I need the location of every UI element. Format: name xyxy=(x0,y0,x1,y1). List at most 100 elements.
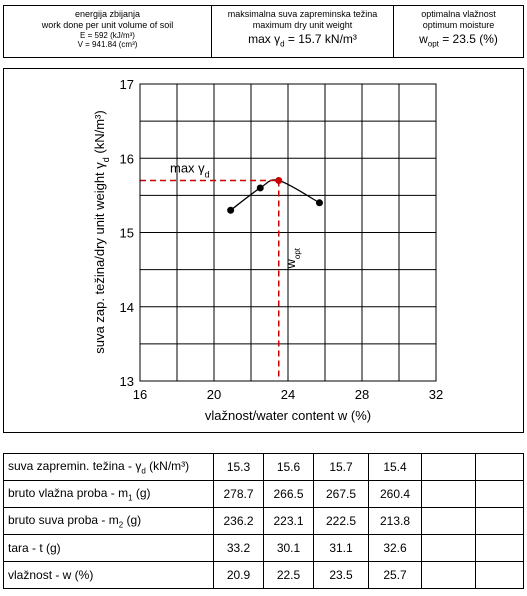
cell: 223.1 xyxy=(263,507,314,535)
text: work done per unit volume of soil xyxy=(41,20,174,30)
text: d xyxy=(205,170,210,180)
point xyxy=(275,177,283,185)
cell: 266.5 xyxy=(263,480,314,508)
text: d xyxy=(280,39,285,49)
plot-frame xyxy=(139,83,437,382)
empty-cell xyxy=(421,453,476,481)
text: (g) xyxy=(123,512,142,527)
cell: 31.1 xyxy=(313,534,369,562)
cell: 236.2 xyxy=(213,507,264,535)
text: (g) xyxy=(132,485,151,500)
text: suva zap. težina/dry unit weight γ xyxy=(92,162,107,354)
x-axis-label: vlažnost/water content w (%) xyxy=(205,408,371,423)
text: = 15.7 kN/m³ xyxy=(284,32,357,46)
text: E = 592 (kJ/m³) xyxy=(80,31,135,40)
cell: 260.4 xyxy=(368,480,422,508)
text: d xyxy=(101,157,111,162)
cell: 222.5 xyxy=(313,507,369,535)
annotation: max γd xyxy=(170,161,210,180)
empty-cell xyxy=(475,507,524,535)
x-tick-label: 16 xyxy=(133,387,147,402)
empty-cell xyxy=(421,507,476,535)
text: energija zbijanja xyxy=(74,9,141,19)
data-table: suva zapremin. težina - γd (kN/m³) 15.3 15… xyxy=(3,453,524,589)
point xyxy=(256,184,264,192)
empty-cell xyxy=(475,453,524,481)
table-row: bruto suva proba - m2 (g) 236.2 223.1 222.5… xyxy=(3,507,524,535)
cell: 32.6 xyxy=(368,534,422,562)
x-tick-label: 24 xyxy=(281,387,295,402)
table-row: bruto vlažna proba - m1 (g) 278.7 266.5 267… xyxy=(3,480,524,508)
x-tick-label: 20 xyxy=(207,387,221,402)
text: maximum dry unit weight xyxy=(252,20,353,30)
text: w xyxy=(419,32,428,46)
cell: 22.5 xyxy=(263,561,314,589)
table-row: tara - t (g) 33.2 30.1 31.1 32.6 xyxy=(3,534,524,562)
text: vlažnost - w (%) xyxy=(8,568,94,582)
empty-cell xyxy=(475,480,524,508)
text: suva zapremin. težina - γ xyxy=(8,458,142,473)
y-tick-label: 17 xyxy=(120,77,134,92)
cell: 30.1 xyxy=(263,534,314,562)
cell: 15.3 xyxy=(213,453,264,481)
text: max γ xyxy=(170,161,205,176)
text: optimalna vlažnost xyxy=(421,9,496,19)
cell: 15.4 xyxy=(368,453,422,481)
cell: 213.8 xyxy=(368,507,422,535)
empty-cell xyxy=(475,534,524,562)
row-label: bruto suva proba - m2 (g) xyxy=(3,507,214,535)
text: bruto vlažna proba - m xyxy=(8,485,129,500)
row-label: suva zapremin. težina - γd (kN/m³) xyxy=(3,453,214,481)
text: w xyxy=(283,259,298,270)
table-row: vlažnost - w (%) 20.9 22.5 23.5 25.7 xyxy=(3,561,524,589)
text: bruto suva proba - m xyxy=(8,512,119,527)
text: (kN/m³) xyxy=(92,110,107,157)
y-tick-label: 15 xyxy=(120,226,134,241)
value: max γd = 15.7 kN/m³ xyxy=(214,31,391,52)
header-table: energija zbijanja work done per unit vol… xyxy=(3,5,524,58)
cell: 15.6 xyxy=(263,453,314,481)
text: maksimalna suva zapreminska težina xyxy=(227,9,378,19)
y-tick-label: 13 xyxy=(120,374,134,389)
text: (kN/m³) xyxy=(145,458,190,473)
x-tick-label: 28 xyxy=(355,387,369,402)
text: optimum moisture xyxy=(422,20,495,30)
empty-cell xyxy=(421,480,476,508)
chart-frame xyxy=(3,68,524,433)
value: wopt = 23.5 (%) xyxy=(396,31,521,52)
cell: 33.2 xyxy=(213,534,264,562)
annotation: wopt xyxy=(283,247,302,269)
cell: 15.7 xyxy=(313,453,369,481)
text: 1 xyxy=(128,493,133,503)
cell: 25.7 xyxy=(368,561,422,589)
cell: 278.7 xyxy=(213,480,264,508)
text: = 23.5 (%) xyxy=(438,32,498,46)
cell: 20.9 xyxy=(213,561,264,589)
row-label: bruto vlažna proba - m1 (g) xyxy=(3,480,214,508)
point xyxy=(315,199,323,207)
x-tick-label: 32 xyxy=(429,387,443,402)
header-cell: optimalna vlažnost optimum moisture wopt… xyxy=(393,5,524,58)
text: opt xyxy=(292,247,301,259)
text: V = 941.84 (cm³) xyxy=(77,40,138,49)
point xyxy=(227,206,235,214)
cell: 267.5 xyxy=(313,480,369,508)
text: max γ xyxy=(248,32,281,46)
text: opt xyxy=(427,39,439,49)
cell: 23.5 xyxy=(313,561,369,589)
empty-cell xyxy=(475,561,524,589)
y-tick-label: 16 xyxy=(120,151,134,166)
y-axis-label: suva zap. težina/dry unit weight γd (kN/… xyxy=(92,110,111,353)
table-row: suva zapremin. težina - γd (kN/m³) 15.3 15… xyxy=(3,453,524,481)
header-cell: energija zbijanja work done per unit vol… xyxy=(3,5,212,58)
header-cell: maksimalna suva zapreminska težina maxim… xyxy=(211,5,394,58)
row-label: vlažnost - w (%) xyxy=(3,561,214,589)
empty-cell xyxy=(421,534,476,562)
y-tick-label: 14 xyxy=(120,300,134,315)
empty-cell xyxy=(421,561,476,589)
text: d xyxy=(141,466,146,476)
curve xyxy=(230,179,320,211)
text: tara - t (g) xyxy=(8,541,61,555)
